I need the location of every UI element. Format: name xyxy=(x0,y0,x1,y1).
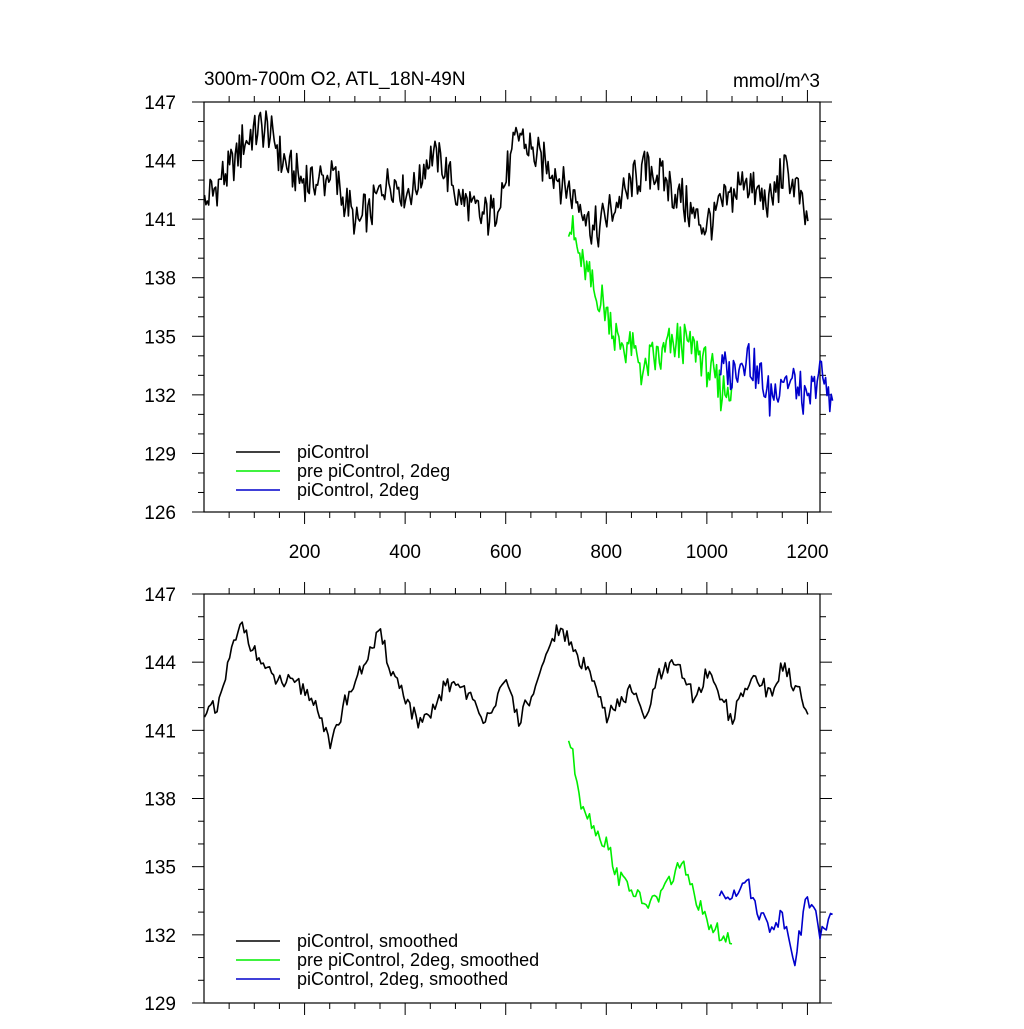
top-legend-label: pre piControl, 2deg xyxy=(297,461,450,481)
bottom-y-tick-label: 138 xyxy=(144,790,176,811)
top-series-line-3 xyxy=(719,343,834,417)
top-series-line-1 xyxy=(203,110,809,248)
top-y-tick-label: 144 xyxy=(144,152,176,173)
top-y-tick-label: 132 xyxy=(144,386,176,407)
top-legend-label: piControl, 2deg xyxy=(297,480,419,500)
bottom-legend-label: piControl, 2deg, smoothed xyxy=(297,969,508,989)
top-panel: 126 129 132 135 138 141 144 147 200 400 600 800 1000… xyxy=(144,90,834,563)
top-x-tick-label: 400 xyxy=(389,542,421,563)
top-y-tick-label: 135 xyxy=(144,327,176,348)
bottom-series-line-2 xyxy=(567,740,733,945)
bottom-y-tick-label: 129 xyxy=(144,994,176,1015)
top-plot-frame xyxy=(203,101,821,513)
top-x-tick-label: 1200 xyxy=(786,542,828,563)
bottom-panel: 129 132 135 138 141 144 147 piControl, smoothed… xyxy=(144,582,833,1015)
bottom-y-tick-label: 132 xyxy=(144,926,176,947)
top-y-tick-label: 141 xyxy=(144,210,176,231)
top-x-tick-label: 200 xyxy=(289,542,321,563)
bottom-y-tick-label: 135 xyxy=(144,858,176,879)
top-y-tick-label: 138 xyxy=(144,269,176,290)
top-y-tick-label: 147 xyxy=(144,93,176,114)
bottom-y-tick-label: 147 xyxy=(144,585,176,606)
top-y-tick-label: 126 xyxy=(144,503,176,524)
bottom-legend-label: piControl, smoothed xyxy=(297,931,458,951)
top-x-tick-label: 600 xyxy=(490,542,522,563)
top-title: 300m-700m O2, ATL_18N-49N xyxy=(204,69,466,90)
top-x-tick-label: 800 xyxy=(590,542,622,563)
top-series-line-2 xyxy=(567,215,733,412)
top-y-tick-label: 129 xyxy=(144,444,176,465)
bottom-series-line-1 xyxy=(203,621,809,750)
top-legend-label: piControl xyxy=(297,442,369,462)
top-x-tick-label: 1000 xyxy=(686,542,728,563)
bottom-series-line-3 xyxy=(718,878,833,967)
bottom-y-tick-label: 141 xyxy=(144,721,176,742)
top-units: mmol/m^3 xyxy=(733,71,820,92)
bottom-y-tick-label: 144 xyxy=(144,653,176,674)
bottom-legend-label: pre piControl, 2deg, smoothed xyxy=(297,950,539,970)
